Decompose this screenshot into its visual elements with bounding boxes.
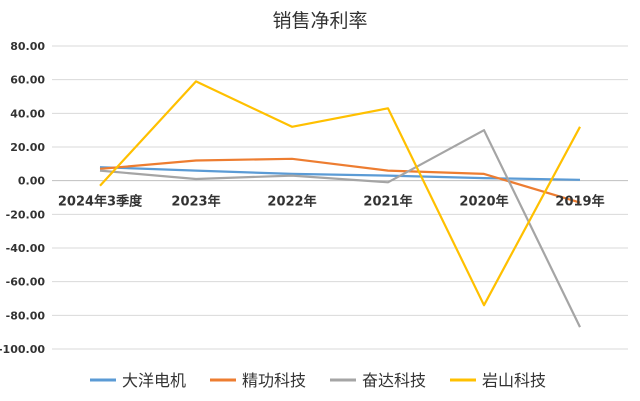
y-tick-label: 60.00 (10, 74, 45, 87)
legend-label: 大洋电机 (122, 371, 186, 390)
y-tick-label: -80.00 (6, 309, 46, 322)
series-line (99, 129, 581, 328)
legend: 大洋电机 精功科技 奋达科技 岩山科技 (90, 371, 546, 390)
x-tick-label: 2021年 (363, 194, 412, 210)
legend-label: 岩山科技 (482, 371, 546, 390)
series-line (99, 80, 581, 307)
legend-label: 奋达科技 (362, 371, 426, 390)
y-tick-label: -100.00 (0, 343, 45, 356)
chart-title: 销售净利率 (272, 10, 367, 32)
x-tick-label: 2022年 (267, 194, 316, 210)
x-tick-label: 2019年 (555, 194, 604, 210)
y-tick-label: -40.00 (6, 242, 46, 255)
series-lines (99, 80, 581, 328)
x-tick-label: 2023年 (171, 194, 220, 210)
y-tick-label: -20.00 (6, 208, 46, 221)
series-line (99, 157, 581, 204)
grid-lines (52, 45, 628, 350)
y-axis-ticks: 80.00 60.00 40.00 20.00 0.00 -20.00 -40.00 -60.… (0, 40, 45, 356)
legend-label: 精功科技 (242, 371, 306, 390)
y-tick-label: -60.00 (6, 276, 46, 289)
y-tick-label: 20.00 (10, 141, 45, 154)
x-axis-ticks: 2024年3季度 2023年 2022年 2021年 2020年 2019年 (58, 194, 605, 210)
y-tick-label: 80.00 (10, 40, 45, 53)
y-tick-label: 0.00 (18, 175, 45, 188)
y-tick-label: 40.00 (10, 107, 45, 120)
x-tick-label: 2024年3季度 (58, 194, 143, 210)
x-tick-label: 2020年 (459, 194, 508, 210)
